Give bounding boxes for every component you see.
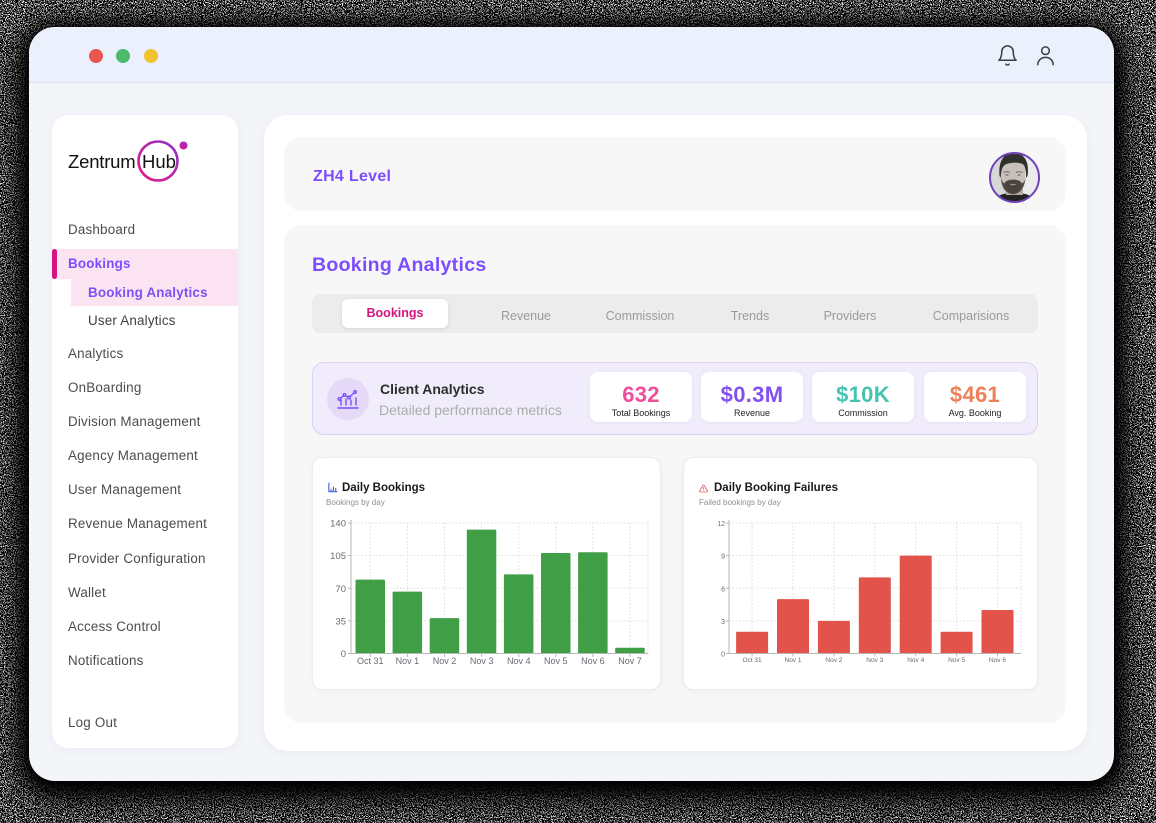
svg-text:Nov 6: Nov 6 — [989, 657, 1006, 664]
svg-text:105: 105 — [330, 551, 346, 562]
svg-text:Nov 3: Nov 3 — [866, 657, 883, 664]
svg-text:3: 3 — [721, 619, 725, 626]
svg-text:Nov 4: Nov 4 — [507, 656, 531, 666]
svg-text:Nov 5: Nov 5 — [948, 657, 965, 664]
svg-text:Oct 31: Oct 31 — [357, 656, 384, 666]
svg-text:Nov 4: Nov 4 — [907, 657, 924, 664]
svg-text:Nov 6: Nov 6 — [581, 656, 605, 666]
svg-text:35: 35 — [335, 617, 346, 628]
svg-text:Nov 2: Nov 2 — [433, 656, 457, 666]
svg-text:70: 70 — [335, 584, 346, 595]
svg-text:Nov 5: Nov 5 — [544, 656, 568, 666]
svg-text:Nov 3: Nov 3 — [470, 656, 494, 666]
svg-text:Nov 1: Nov 1 — [785, 657, 802, 664]
svg-text:0: 0 — [721, 652, 725, 659]
svg-text:9: 9 — [721, 554, 725, 561]
svg-text:12: 12 — [717, 521, 725, 528]
svg-text:0: 0 — [341, 649, 346, 660]
svg-text:Oct 31: Oct 31 — [743, 657, 763, 664]
svg-text:Nov 7: Nov 7 — [618, 656, 642, 666]
svg-text:Nov 2: Nov 2 — [825, 657, 842, 664]
svg-text:140: 140 — [330, 519, 346, 530]
svg-text:6: 6 — [721, 586, 725, 593]
svg-text:Nov 1: Nov 1 — [396, 656, 420, 666]
